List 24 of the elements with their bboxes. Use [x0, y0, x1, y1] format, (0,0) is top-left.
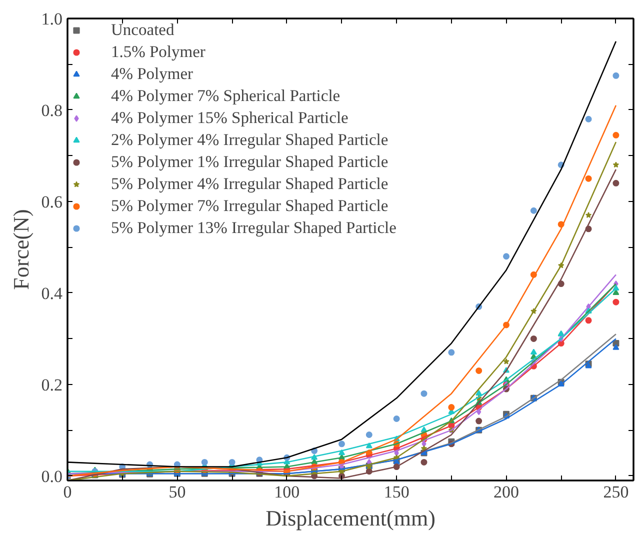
legend-label: 5% Polymer 1% Irregular Shaped Particle [111, 152, 388, 172]
x-tick-label: 150 [384, 482, 410, 502]
x-tick-label: 250 [603, 482, 629, 502]
legend-label: 1.5% Polymer [111, 42, 206, 62]
legend-label: 4% Polymer 7% Spherical Particle [111, 86, 340, 106]
y-tick-label: 1.0 [41, 10, 62, 28]
legend-label: 2% Polymer 4% Irregular Shaped Particle [111, 130, 388, 150]
y-tick-label: 0.6 [41, 192, 62, 212]
y-tick-label: 0.0 [41, 466, 62, 486]
legend-label: Uncoated [111, 20, 174, 40]
x-tick-label: 100 [274, 482, 300, 502]
x-tick-label: 0 [63, 482, 72, 502]
legend-label: 5% Polymer 4% Irregular Shaped Particle [111, 174, 388, 194]
y-tick-label: 0.8 [41, 100, 62, 120]
y-tick-label: 0.2 [41, 375, 62, 394]
y-axis-title: Force(N) [8, 209, 34, 290]
legend-label: 5% Polymer 7% Irregular Shaped Particle [111, 196, 388, 216]
y-tick-label: 0.4 [41, 284, 63, 303]
x-tick-label: 50 [168, 482, 186, 502]
legend-label: 4% Polymer 15% Spherical Particle [111, 108, 348, 128]
legend-label: 5% Polymer 13% Irregular Shaped Particle [111, 218, 396, 238]
legend-label: 4% Polymer [111, 64, 194, 84]
x-axis-title: Displacement(mm) [266, 506, 436, 530]
x-tick-label: 200 [494, 482, 520, 502]
